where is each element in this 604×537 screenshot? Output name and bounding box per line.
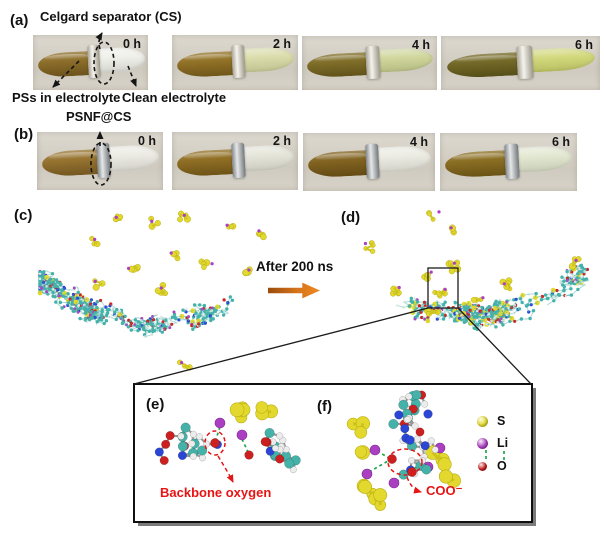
time-label: 2 h <box>272 37 291 51</box>
backbone-oxygen-annotation: Backbone oxygen <box>160 485 272 500</box>
polysulfide-liquid <box>37 50 94 78</box>
psnf-annotation: PSNF@CS <box>66 109 132 124</box>
lithium-ball-icon <box>477 437 488 449</box>
panel-c-label: (c) <box>14 207 33 224</box>
legend-label: Li <box>497 436 509 450</box>
legend-label: O <box>497 459 507 473</box>
time-label: 4 h <box>409 135 428 149</box>
h-cell-vial <box>41 142 160 179</box>
photo-b-6h: 6 h <box>440 133 577 191</box>
photo-a-4h: 4 h <box>302 36 437 90</box>
photo-a-2h: 2 h <box>172 35 298 90</box>
pss-annotation: PSs in electrolyte <box>12 90 121 105</box>
panel-f-label: (f) <box>317 398 332 415</box>
molecule-view-coo <box>346 389 461 511</box>
legend-item-lithium: Li <box>477 436 508 450</box>
time-label: 6 h <box>574 38 593 52</box>
molecule-view-backbone-oxygen <box>154 401 301 474</box>
md-snapshot-initial <box>37 210 267 371</box>
separator-ring <box>86 45 101 79</box>
photo-a-6h: 6 h <box>441 36 600 90</box>
h-cell-vial <box>176 45 295 79</box>
time-label: 2 h <box>272 134 291 148</box>
panel-e-label: (e) <box>146 396 165 413</box>
photo-b-2h: 2 h <box>172 132 298 190</box>
clean-electrolyte-annotation: Clean electrolyte <box>122 90 227 105</box>
panel-d-label: (d) <box>341 209 361 226</box>
panel-b-label: (b) <box>14 126 34 143</box>
oxygen-ball-icon <box>478 461 487 471</box>
coo-annotation: COO⁻ <box>426 483 463 498</box>
h-cell-vial <box>444 143 574 180</box>
legend-item-oxygen: O <box>477 459 507 473</box>
time-label: 6 h <box>551 135 570 149</box>
legend-item-sulfur: S <box>477 414 505 428</box>
photo-b-4h: 4 h <box>303 133 435 191</box>
h-cell-vial <box>307 143 432 180</box>
h-cell-vial <box>176 142 295 179</box>
h-cell-vial <box>446 45 596 80</box>
sulfur-ball-icon <box>477 415 488 427</box>
time-label: 0 h <box>137 134 156 148</box>
photo-b-0h: 0 h <box>37 132 163 190</box>
md-snapshot-after-200ns <box>363 210 590 331</box>
legend-label: S <box>497 414 506 428</box>
time-label: 0 h <box>122 37 141 51</box>
time-label: 4 h <box>411 38 430 52</box>
separator-annotation: Celgard separator (CS) <box>40 9 182 24</box>
h-cell-vial <box>37 45 146 79</box>
right-arrow-icon <box>268 282 320 299</box>
transition-label: After 200 ns <box>256 259 334 274</box>
photo-a-0h: 0 h <box>33 35 148 90</box>
panel-a-label: (a) <box>10 12 29 29</box>
